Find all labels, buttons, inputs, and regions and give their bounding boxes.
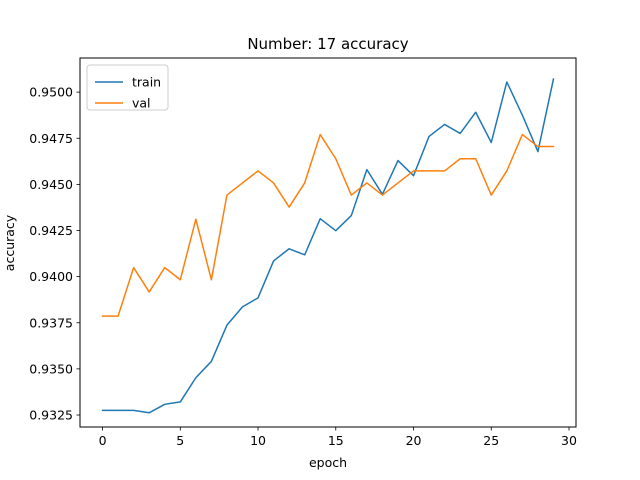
plot-frame [79, 57, 577, 428]
y-axis: 0.9325 0.9350 0.9375 0.9400 0.9425 0.9450 0.94… [29, 85, 80, 423]
y-tick-label: 0.9325 [29, 408, 73, 423]
x-tick-label: 20 [406, 433, 422, 448]
series-line-val [101, 133, 555, 317]
legend-label-val: val [132, 96, 151, 111]
x-tick-label: 0 [99, 433, 107, 448]
y-tick-label: 0.9400 [29, 269, 73, 284]
x-tick-label: 25 [483, 433, 499, 448]
y-tick-label: 0.9375 [29, 315, 73, 330]
y-tick-label: 0.9450 [29, 177, 73, 192]
x-tick-label: 30 [561, 433, 577, 448]
series-layer [101, 78, 555, 414]
legend-label-train: train [132, 75, 161, 90]
legend: train val [86, 64, 169, 111]
legend-box [86, 64, 169, 111]
y-tick-label: 0.9475 [29, 131, 73, 146]
chart-title: Number: 17 accuracy [247, 35, 408, 53]
y-tick-label: 0.9425 [29, 223, 73, 238]
x-tick-label: 15 [328, 433, 344, 448]
y-tick-label: 0.9350 [29, 361, 73, 376]
x-tick-label: 5 [176, 433, 184, 448]
series-line-train [101, 78, 555, 414]
x-tick-label: 10 [250, 433, 266, 448]
x-axis: 0 5 10 15 20 25 30 [99, 427, 577, 448]
y-tick-label: 0.9500 [29, 85, 73, 100]
y-axis-label: accuracy [2, 214, 17, 271]
x-axis-label: epoch [309, 455, 347, 470]
